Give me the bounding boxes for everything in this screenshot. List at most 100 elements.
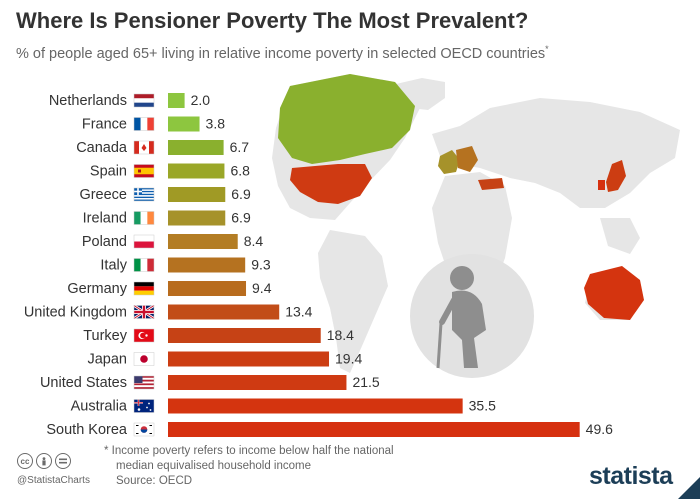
chart-row: Australia 35.5 [71, 398, 497, 415]
netherlands-flag-icon [133, 93, 155, 108]
license-icons: cc [17, 453, 71, 469]
value-label: 35.5 [469, 398, 496, 414]
bar [168, 257, 246, 273]
value-label: 18.4 [327, 327, 354, 343]
bar [168, 163, 225, 179]
page-subtitle: % of people aged 65+ living in relative … [16, 44, 549, 62]
chart-row: Ireland 6.9 [83, 210, 251, 227]
map-western-europe [438, 150, 460, 174]
bar [168, 351, 330, 367]
value-label: 21.5 [352, 374, 379, 390]
category-label: Spain [90, 164, 127, 180]
footnote-line-2: median equivalised household income [116, 460, 311, 472]
chart-row: France 3.8 [82, 116, 225, 133]
canada-flag-icon [133, 140, 155, 155]
map-south-korea [598, 180, 605, 190]
value-label: 2.0 [191, 92, 211, 108]
category-label: Greece [79, 187, 127, 203]
chart-row: Greece 6.9 [79, 186, 251, 203]
chart-row: Germany 9.4 [67, 280, 271, 297]
chart-row: United Kingdom 13.4 [24, 304, 313, 321]
source-text: Source: OECD [116, 475, 193, 487]
map-australia [584, 266, 644, 320]
bar [168, 93, 185, 108]
world-map [272, 74, 680, 378]
value-label: 8.4 [244, 233, 264, 249]
bar [168, 187, 226, 202]
south-korea-flag-icon [133, 422, 155, 437]
bar [168, 116, 200, 132]
category-label: Canada [76, 140, 128, 156]
bar [168, 304, 280, 320]
footnote-line-1: * Income poverty refers to income below … [104, 445, 394, 457]
category-label: United Kingdom [24, 305, 127, 321]
united-kingdom-flag-icon [133, 304, 155, 320]
no-derivatives-icon[interactable] [55, 453, 71, 469]
france-flag-icon [133, 117, 155, 131]
map-japan [606, 160, 626, 192]
map-turkey [478, 178, 504, 190]
category-label: Italy [100, 258, 127, 274]
category-label: Netherlands [49, 93, 127, 109]
twitter-handle[interactable]: @StatistaCharts [17, 475, 90, 486]
australia-flag-icon [133, 399, 155, 413]
logo-corner-mark [678, 477, 700, 499]
category-label: Japan [87, 352, 127, 368]
chart-row: Netherlands 2.0 [49, 92, 210, 109]
map-united-states [290, 164, 372, 204]
chart-row: Spain 6.8 [90, 163, 250, 180]
greece-flag-icon [133, 187, 155, 202]
chart-row: Turkey 18.4 [83, 327, 354, 344]
category-label: Turkey [83, 328, 128, 344]
category-label: France [82, 117, 127, 133]
logo-text: statista [589, 462, 673, 490]
value-label: 9.3 [251, 257, 271, 273]
category-label: United States [40, 375, 127, 391]
value-label: 9.4 [252, 280, 272, 296]
page-title: Where Is Pensioner Poverty The Most Prev… [16, 8, 529, 33]
bar [168, 281, 247, 296]
category-label: Germany [67, 281, 127, 297]
bar [168, 234, 238, 249]
value-label: 6.7 [230, 139, 250, 155]
subtitle-footnote-mark: * [545, 44, 549, 54]
united-states-flag-icon [133, 375, 155, 390]
elderly-person-icon [410, 254, 534, 378]
value-label: 6.9 [231, 186, 251, 202]
value-label: 19.4 [335, 351, 362, 367]
bar [168, 422, 580, 437]
statista-logo[interactable]: statista [585, 455, 700, 499]
chart-row: Italy 9.3 [100, 257, 270, 274]
value-label: 13.4 [285, 304, 312, 320]
germany-flag-icon [133, 281, 155, 296]
value-label: 49.6 [586, 421, 613, 437]
category-label: Ireland [83, 211, 127, 227]
creative-commons-icon[interactable]: cc [17, 453, 33, 469]
bar [168, 375, 347, 390]
poland-flag-icon [133, 234, 155, 249]
bar [168, 210, 226, 226]
value-label: 6.8 [230, 163, 250, 179]
ireland-flag-icon [133, 211, 155, 225]
attribution-icon[interactable] [36, 453, 52, 469]
bar [168, 398, 463, 414]
chart-row: United States 21.5 [40, 374, 380, 391]
chart-row: Poland 8.4 [82, 233, 264, 250]
turkey-flag-icon [133, 328, 155, 343]
value-label: 6.9 [231, 210, 251, 226]
italy-flag-icon [133, 258, 155, 272]
category-label: Poland [82, 234, 127, 250]
category-label: Australia [71, 399, 128, 415]
bar [168, 140, 224, 155]
subtitle-text: % of people aged 65+ living in relative … [16, 45, 546, 62]
footnote: * Income poverty refers to income below … [104, 444, 394, 489]
map-canada [278, 74, 415, 164]
bar [168, 328, 321, 343]
category-label: South Korea [46, 422, 128, 438]
japan-flag-icon [133, 352, 155, 366]
chart-rows: Netherlands 2.0 France 3.8 Canada 6.7 Spain 6.8… [24, 92, 613, 438]
chart-row: Japan 19.4 [87, 351, 362, 368]
chart-row: South Korea 49.6 [46, 421, 613, 438]
spain-flag-icon [133, 164, 155, 178]
